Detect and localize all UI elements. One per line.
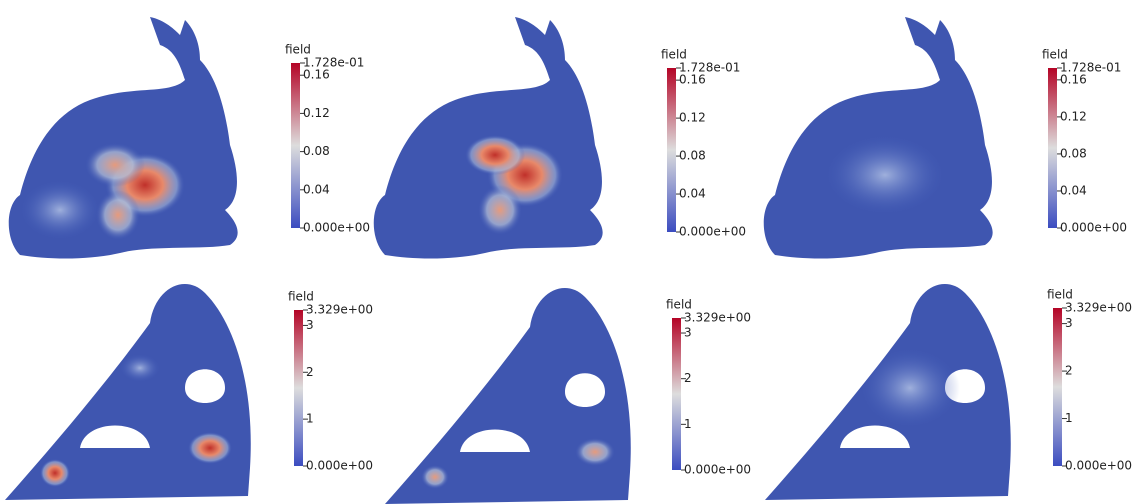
colorbar-tick-label: 0.08 [303,144,330,158]
colorbar-tick-label: 3 [1065,316,1073,330]
colorbar-tick-label: 0.04 [679,187,706,201]
bunny-mesh-2 [374,17,603,259]
colorbar-tick-label: 0.04 [303,182,330,196]
bunny-mesh-1 [9,17,238,259]
colorbar-tick-label: 0.12 [679,111,706,125]
colorbar [667,68,676,232]
colorbar-tick-label: 0.12 [1060,109,1087,123]
colorbar-tick-label: 0.04 [1060,183,1087,197]
colorbar-tick-label: 1.728e-01 [679,61,740,75]
colorbar-title: field [661,48,687,62]
sculpture-mesh-2 [385,288,631,504]
colorbar-tick-label: 1.728e-01 [1060,61,1121,75]
colorbar-tick-label: 0.16 [679,73,706,87]
colorbar-tick-label: 1.728e-01 [303,56,364,70]
colorbar-title: field [666,298,692,312]
colorbar-tick-label: 0.08 [1060,146,1087,160]
colorbar-tick-label: 1 [1065,411,1073,425]
colorbar-title: field [1042,48,1068,62]
figure: field0.000e+000.040.080.120.161.728e-01f… [0,0,1137,504]
colorbar-title: field [1047,288,1073,302]
colorbar-tick-label: 0.000e+00 [1065,459,1132,473]
colorbar-tick-label: 3 [306,318,314,332]
colorbar-title: field [285,43,311,57]
colorbar [1053,308,1062,466]
colorbar-tick-label: 0.000e+00 [684,463,751,477]
colorbar-tick-label: 3.329e+00 [306,303,373,317]
colorbar-tick-label: 3.329e+00 [684,311,751,325]
colorbar [294,310,303,466]
sculpture-mesh-3 [765,284,1011,500]
colorbar-tick-label: 3.329e+00 [1065,301,1132,315]
colorbar-tick-label: 3 [684,326,692,340]
colorbar-tick-label: 0.000e+00 [679,225,746,239]
colorbar [291,63,300,228]
colorbar-tick-label: 0.08 [679,149,706,163]
colorbar [1048,68,1057,228]
colorbar-tick-label: 0.000e+00 [303,221,370,235]
colorbar-tick-label: 0.000e+00 [306,459,373,473]
colorbar-title: field [288,290,314,304]
colorbar-tick-label: 0.000e+00 [1060,221,1127,235]
colorbar-tick-label: 2 [1065,364,1073,378]
colorbar-tick-label: 1 [684,417,692,431]
bunny-mesh-3 [764,17,993,259]
colorbar-tick-label: 0.16 [303,68,330,82]
colorbar-tick-label: 0.12 [303,106,330,120]
colorbar-tick-label: 2 [684,371,692,385]
sculpture-mesh-1 [5,284,251,500]
colorbar [672,318,681,470]
colorbar-tick-label: 2 [306,365,314,379]
colorbar-tick-label: 1 [306,412,314,426]
